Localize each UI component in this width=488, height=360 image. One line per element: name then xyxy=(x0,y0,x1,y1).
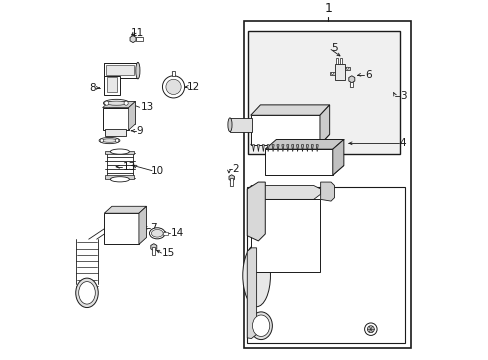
Text: 2: 2 xyxy=(232,164,238,174)
Text: 15: 15 xyxy=(162,248,175,258)
Ellipse shape xyxy=(242,244,270,307)
Polygon shape xyxy=(139,206,146,244)
Text: 3: 3 xyxy=(400,90,406,100)
Bar xyxy=(152,247,155,255)
Text: 11: 11 xyxy=(130,28,143,38)
Polygon shape xyxy=(262,145,264,152)
Ellipse shape xyxy=(99,138,120,144)
Bar xyxy=(247,31,400,154)
Polygon shape xyxy=(311,145,313,152)
Bar xyxy=(339,58,342,64)
Text: 9: 9 xyxy=(136,126,143,136)
Ellipse shape xyxy=(110,177,129,182)
Bar xyxy=(107,77,117,92)
Ellipse shape xyxy=(151,229,163,237)
Text: 4: 4 xyxy=(399,138,406,148)
Bar xyxy=(102,108,128,130)
Polygon shape xyxy=(291,145,293,152)
Polygon shape xyxy=(319,105,329,145)
Ellipse shape xyxy=(79,282,95,304)
Text: 1: 1 xyxy=(324,2,331,15)
Polygon shape xyxy=(286,145,288,152)
Ellipse shape xyxy=(110,149,129,154)
Bar xyxy=(335,58,338,64)
Bar xyxy=(250,115,319,145)
Ellipse shape xyxy=(249,312,272,339)
Text: 12: 12 xyxy=(186,82,200,92)
Polygon shape xyxy=(128,102,135,130)
Circle shape xyxy=(331,72,333,75)
Text: 10: 10 xyxy=(150,166,163,176)
Polygon shape xyxy=(320,182,334,201)
Bar xyxy=(104,63,137,78)
Circle shape xyxy=(366,326,373,333)
Polygon shape xyxy=(276,145,279,152)
Polygon shape xyxy=(104,206,146,213)
Polygon shape xyxy=(305,145,308,152)
Polygon shape xyxy=(281,145,284,152)
Bar xyxy=(105,175,134,179)
Polygon shape xyxy=(264,139,343,149)
Text: 8: 8 xyxy=(89,83,95,93)
Polygon shape xyxy=(247,187,404,343)
Polygon shape xyxy=(247,248,256,338)
Bar xyxy=(350,82,352,87)
Text: 14: 14 xyxy=(171,228,184,238)
Bar xyxy=(250,199,319,272)
Bar xyxy=(104,213,139,244)
Bar xyxy=(330,72,334,75)
Polygon shape xyxy=(316,145,318,152)
Polygon shape xyxy=(247,185,320,199)
Bar xyxy=(105,150,134,154)
Polygon shape xyxy=(271,145,274,152)
Polygon shape xyxy=(257,145,259,152)
Ellipse shape xyxy=(106,101,126,105)
Polygon shape xyxy=(296,145,298,152)
Ellipse shape xyxy=(149,228,165,239)
Text: 7: 7 xyxy=(150,223,157,233)
Ellipse shape xyxy=(252,315,269,337)
Polygon shape xyxy=(264,166,343,175)
Polygon shape xyxy=(250,134,329,145)
Bar xyxy=(106,65,134,76)
Bar xyxy=(163,231,167,235)
Bar xyxy=(244,21,410,348)
Circle shape xyxy=(165,79,181,94)
Circle shape xyxy=(364,323,376,336)
Bar xyxy=(229,118,252,132)
Bar xyxy=(171,71,175,76)
Circle shape xyxy=(115,139,119,142)
Bar xyxy=(344,67,349,69)
Polygon shape xyxy=(102,102,135,108)
Polygon shape xyxy=(109,102,135,124)
Circle shape xyxy=(346,67,347,69)
Text: 6: 6 xyxy=(365,70,371,80)
Text: 13: 13 xyxy=(122,162,136,172)
Circle shape xyxy=(162,76,184,98)
Bar xyxy=(136,37,143,41)
Text: 5: 5 xyxy=(330,43,337,53)
Bar xyxy=(105,130,125,136)
Polygon shape xyxy=(250,105,329,115)
Ellipse shape xyxy=(102,139,117,142)
Bar xyxy=(104,76,120,95)
Polygon shape xyxy=(252,145,254,152)
Ellipse shape xyxy=(136,62,140,79)
Circle shape xyxy=(124,101,128,105)
Polygon shape xyxy=(266,145,269,152)
Bar xyxy=(334,64,344,80)
Polygon shape xyxy=(301,145,303,152)
Bar xyxy=(264,149,332,175)
Text: 13: 13 xyxy=(141,102,154,112)
Circle shape xyxy=(100,139,103,142)
Polygon shape xyxy=(247,182,264,241)
Ellipse shape xyxy=(76,278,98,307)
Ellipse shape xyxy=(103,99,129,107)
Circle shape xyxy=(104,101,109,105)
Ellipse shape xyxy=(227,118,232,132)
Polygon shape xyxy=(332,139,343,175)
Bar xyxy=(230,178,233,186)
